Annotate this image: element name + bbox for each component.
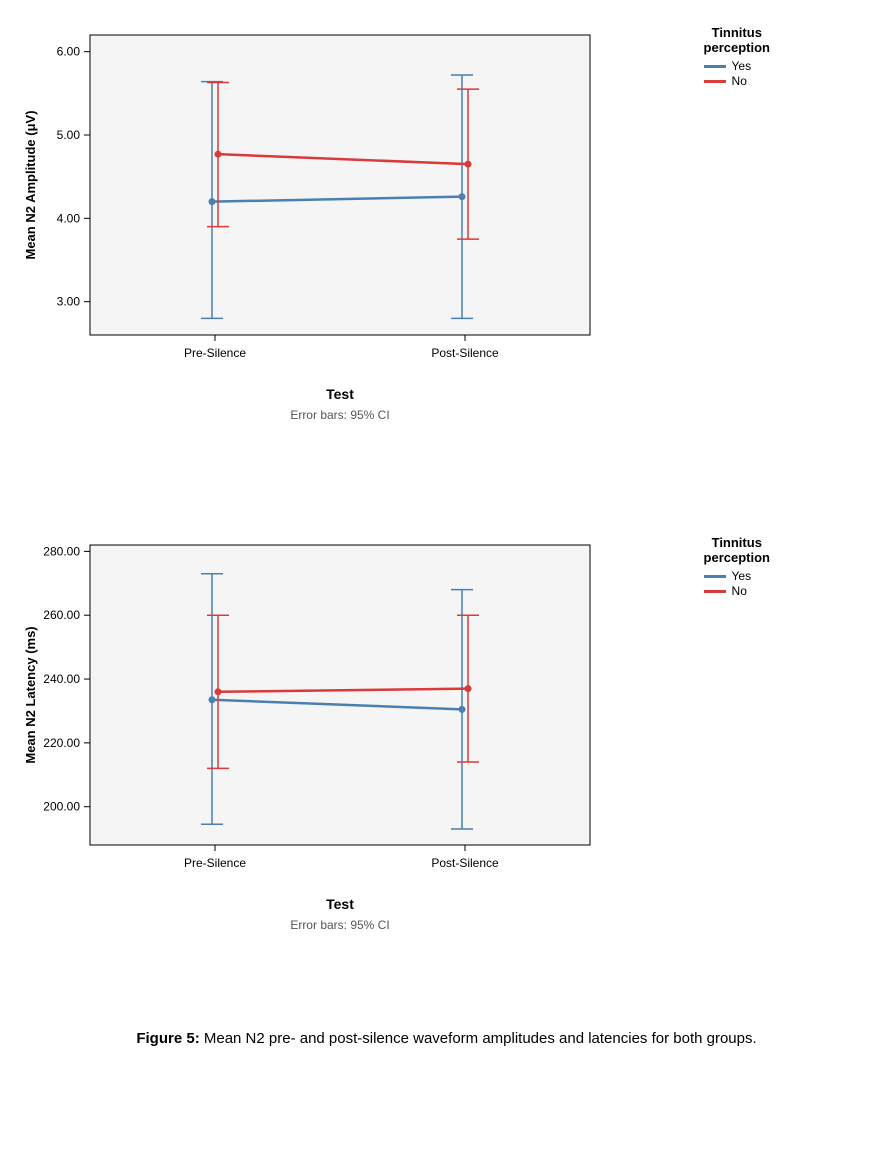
svg-text:Post-Silence: Post-Silence (431, 346, 499, 360)
legend-item-yes-bottom: Yes (704, 569, 770, 583)
legend-title: Tinnitus perception (704, 25, 770, 55)
svg-text:200.00: 200.00 (43, 800, 80, 814)
legend-label-no-bottom: No (732, 584, 747, 598)
amplitude-chart-container: 3.00 4.00 5.00 6.00 Pre-Silence Post-Silence M… (10, 10, 770, 480)
x-axis-label-bottom: Test (0, 896, 770, 912)
svg-text:280.00: 280.00 (43, 544, 80, 558)
legend-label-no: No (732, 74, 747, 88)
svg-text:Post-Silence: Post-Silence (431, 856, 499, 870)
svg-text:Mean N2 Latency (ms): Mean N2 Latency (ms) (23, 626, 38, 763)
svg-text:6.00: 6.00 (57, 45, 81, 59)
legend-swatch-no (704, 80, 726, 83)
legend-item-no-bottom: No (704, 584, 770, 598)
svg-text:Pre-Silence: Pre-Silence (184, 346, 246, 360)
legend-bottom: Tinnitus perception Yes No (704, 535, 770, 599)
legend-title-bottom: Tinnitus perception (704, 535, 770, 565)
svg-text:3.00: 3.00 (57, 295, 81, 309)
svg-text:220.00: 220.00 (43, 736, 80, 750)
figure-text: Mean N2 pre- and post-silence waveform a… (200, 1030, 757, 1047)
svg-text:260.00: 260.00 (43, 608, 80, 622)
latency-chart-container: 200.00 220.00 240.00 260.00 280.00 Pre-Silenc… (10, 520, 770, 990)
legend-top: Tinnitus perception Yes No (704, 25, 770, 89)
legend-swatch-no-bottom (704, 590, 726, 593)
latency-chart: 200.00 220.00 240.00 260.00 280.00 Pre-Silenc… (10, 520, 610, 890)
figure-label: Figure 5: (136, 1030, 199, 1047)
error-bar-caption-bottom: Error bars: 95% CI (0, 918, 770, 932)
legend-item-no: No (704, 74, 770, 88)
x-axis-label-top: Test (0, 386, 770, 402)
legend-item-yes: Yes (704, 59, 770, 73)
svg-text:5.00: 5.00 (57, 128, 81, 142)
svg-text:Pre-Silence: Pre-Silence (184, 856, 246, 870)
legend-label-yes-bottom: Yes (732, 569, 752, 583)
svg-text:4.00: 4.00 (57, 211, 81, 225)
legend-swatch-yes-bottom (704, 575, 726, 578)
error-bar-caption-top: Error bars: 95% CI (0, 408, 770, 422)
svg-text:240.00: 240.00 (43, 672, 80, 686)
legend-label-yes: Yes (732, 59, 752, 73)
legend-swatch-yes (704, 65, 726, 68)
amplitude-chart: 3.00 4.00 5.00 6.00 Pre-Silence Post-Silence M… (10, 10, 610, 380)
figure-caption: Figure 5: Mean N2 pre- and post-silence … (10, 1030, 883, 1047)
svg-text:Mean N2 Amplitude (μV): Mean N2 Amplitude (μV) (23, 110, 38, 259)
